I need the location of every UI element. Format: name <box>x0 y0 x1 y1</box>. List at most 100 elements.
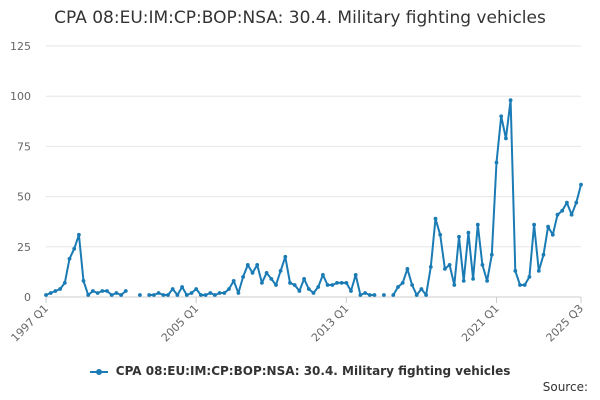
data-point <box>217 291 222 295</box>
data-point <box>180 285 185 289</box>
data-point <box>325 283 330 287</box>
legend[interactable]: CPA 08:EU:IM:CP:BOP:NSA: 30.4. Military … <box>0 364 600 378</box>
data-point <box>508 98 513 103</box>
data-point <box>424 293 428 297</box>
data-point <box>184 293 189 297</box>
data-point <box>372 293 377 297</box>
data-point <box>109 293 114 297</box>
data-point <box>213 293 217 297</box>
data-point <box>292 283 297 287</box>
y-tick-label: 25 <box>17 241 31 254</box>
data-point <box>77 232 81 237</box>
data-point <box>527 275 532 279</box>
data-point <box>330 283 335 287</box>
data-point <box>53 289 58 293</box>
data-point <box>194 287 199 291</box>
y-tick-label: 50 <box>17 191 31 204</box>
data-point <box>245 263 250 267</box>
data-point <box>227 287 231 291</box>
legend-line-marker-icon <box>89 367 108 377</box>
data-point <box>86 293 91 297</box>
data-point <box>433 216 438 221</box>
data-point <box>396 285 400 289</box>
data-point <box>123 289 128 293</box>
data-point <box>95 291 100 295</box>
gridlines <box>46 45 581 298</box>
data-point <box>72 246 77 251</box>
data-point <box>466 230 471 235</box>
data-point <box>311 291 316 295</box>
data-point <box>255 263 260 267</box>
data-point <box>461 279 466 283</box>
data-point <box>428 265 433 269</box>
data-point <box>349 289 353 293</box>
data-point <box>513 269 518 273</box>
data-point <box>105 289 109 293</box>
series-group <box>44 98 583 297</box>
data-point <box>297 289 302 293</box>
series-line <box>392 99 582 296</box>
data-point <box>344 281 349 285</box>
data-point <box>391 293 396 297</box>
series-line <box>148 255 376 296</box>
data-point <box>452 283 457 287</box>
data-point <box>67 256 72 261</box>
data-point <box>522 283 527 287</box>
data-point <box>438 232 443 237</box>
y-tick-label: 0 <box>24 291 31 304</box>
data-point <box>367 293 372 297</box>
data-point <box>560 208 565 213</box>
data-point <box>161 293 166 297</box>
data-point <box>306 287 311 291</box>
data-point <box>316 285 321 289</box>
series-line <box>45 233 127 296</box>
data-point <box>81 279 86 283</box>
data-point <box>536 269 541 273</box>
x-tick-label: 2005 Q1 <box>159 302 202 345</box>
data-point <box>44 293 48 297</box>
data-point <box>339 281 344 285</box>
data-point <box>546 224 550 229</box>
data-point <box>208 291 213 295</box>
legend-label: CPA 08:EU:IM:CP:BOP:NSA: 30.4. Military … <box>115 364 511 378</box>
data-point <box>489 252 494 257</box>
data-point <box>222 291 227 295</box>
chart-title: CPA 08:EU:IM:CP:BOP:NSA: 30.4. Military … <box>54 8 546 28</box>
x-axis: 1997 Q1 2005 Q1 2013 Q1 2021 Q1 2025 Q3 <box>9 297 587 345</box>
data-point <box>358 293 363 297</box>
data-point <box>269 277 274 281</box>
data-point <box>569 212 574 217</box>
data-point <box>166 293 170 297</box>
x-tick-label: 2021 Q1 <box>459 302 502 345</box>
data-point <box>58 287 62 291</box>
data-point <box>405 267 410 271</box>
data-point <box>485 279 489 283</box>
data-point <box>382 293 386 297</box>
data-point <box>475 222 480 227</box>
data-point <box>499 114 504 119</box>
data-point <box>260 281 264 285</box>
data-point <box>236 291 241 295</box>
data-point <box>541 252 546 257</box>
data-point <box>114 291 119 295</box>
data-point <box>574 200 579 205</box>
x-tick-label: 2025 Q3 <box>544 302 587 345</box>
data-point <box>494 160 499 165</box>
y-axis: 0 25 50 75 100 125 <box>10 40 31 304</box>
data-point <box>264 271 269 275</box>
y-tick-label: 100 <box>10 90 31 103</box>
data-point <box>288 281 292 285</box>
data-point <box>565 200 569 205</box>
data-point <box>48 291 53 295</box>
data-point <box>335 281 339 285</box>
data-point <box>414 293 419 297</box>
source-label: Source: <box>542 380 588 394</box>
data-point <box>419 287 424 291</box>
y-tick-label: 125 <box>10 40 31 53</box>
data-point <box>152 293 156 297</box>
data-point <box>138 293 142 297</box>
data-point <box>363 291 367 295</box>
data-point <box>274 283 278 287</box>
data-point <box>532 222 536 227</box>
